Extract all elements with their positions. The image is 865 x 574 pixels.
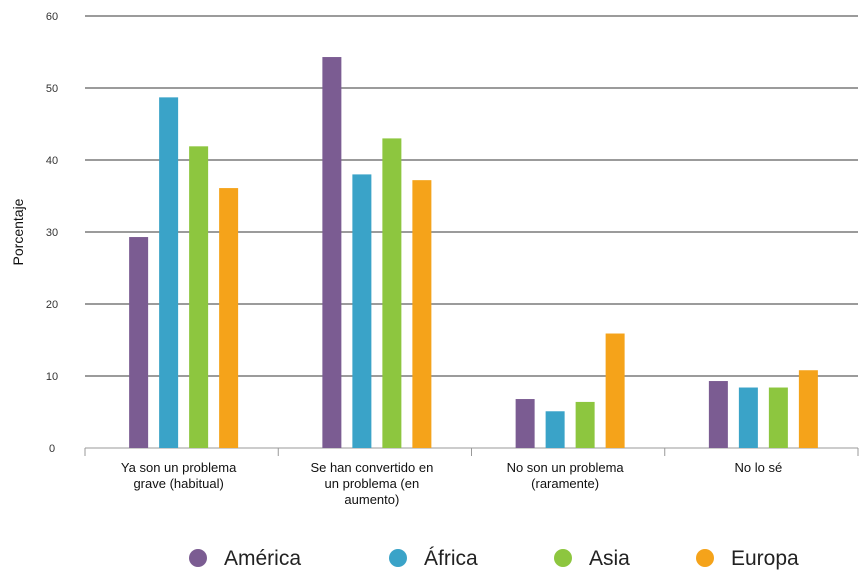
bars: [129, 57, 818, 449]
bar-asia-2: [575, 401, 595, 448]
bar-asia-3: [768, 387, 788, 448]
bar-américa-1: [322, 57, 342, 448]
legend-label: Europa: [731, 547, 799, 570]
y-tick-label: 60: [46, 11, 58, 23]
y-tick-label: 50: [46, 83, 58, 95]
legend-marker-asia: [554, 549, 572, 567]
legend-marker-áfrica: [389, 549, 407, 567]
y-tick-label: 10: [46, 371, 58, 383]
y-tick-label: 30: [46, 227, 58, 239]
bar-áfrica-2: [545, 411, 565, 448]
bar-europa-3: [798, 370, 818, 448]
category-label: Se han convertido en un problema (en aumen…: [310, 460, 433, 507]
bar-américa-3: [708, 381, 728, 448]
bar-europa-1: [412, 180, 432, 448]
legend-marker-europa: [696, 549, 714, 567]
bar-asia-1: [382, 138, 402, 448]
bar-europa-2: [605, 333, 625, 448]
y-tick-label: 20: [46, 299, 58, 311]
legend-marker-américa: [189, 549, 207, 567]
legend-label: Asia: [589, 547, 630, 570]
legend-label: África: [424, 547, 478, 570]
bar-europa-0: [219, 188, 239, 448]
legend: América África Asia Europa: [189, 547, 799, 570]
bar-américa-0: [129, 237, 149, 448]
y-axis-label: Porcentaje: [10, 198, 26, 265]
bar-áfrica-1: [352, 174, 372, 448]
legend-label: América: [224, 547, 301, 570]
bar-áfrica-0: [159, 97, 179, 449]
bar-américa-2: [515, 399, 535, 448]
gridlines: [84, 15, 859, 456]
y-tick-label: 40: [46, 155, 58, 167]
y-tick-labels: 0 10 20 30 40 50 60: [46, 11, 58, 455]
category-label: Ya son un problema grave (habitual): [121, 460, 237, 491]
bar-asia-0: [189, 146, 209, 448]
category-label: No son un problema (raramente): [507, 460, 625, 491]
y-tick-label: 0: [49, 443, 55, 455]
category-labels: Ya son un problema grave (habitual) Se han…: [121, 460, 782, 507]
bar-áfrica-3: [738, 387, 758, 448]
category-label: No lo sé: [735, 460, 783, 475]
